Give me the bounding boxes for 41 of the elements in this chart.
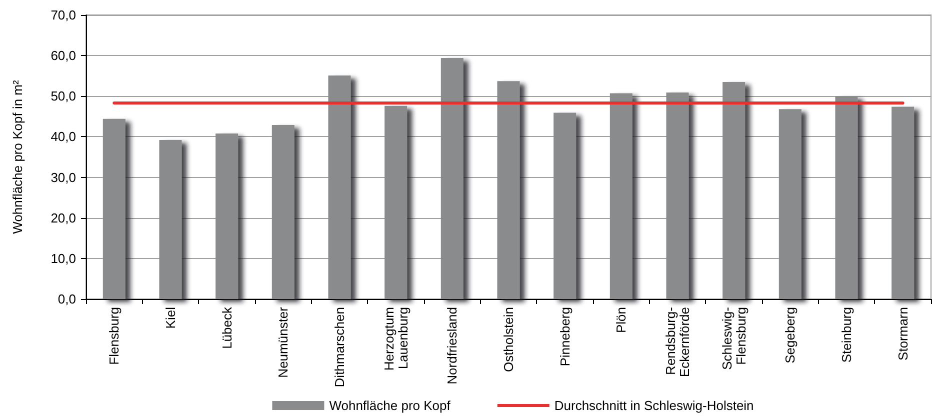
y-tick-label: 50,0 — [50, 88, 76, 104]
x-tick-label: Flensburg — [106, 307, 122, 365]
x-tick-label: Steinburg — [839, 307, 854, 363]
x-tick-label: Rendsburg-Eckernförde — [663, 307, 692, 378]
x-tick-label: Pinneberg — [557, 307, 572, 366]
x-tick-label: Segeberg — [782, 307, 798, 364]
legend-label: Wohnfläche pro Kopf — [329, 398, 451, 413]
y-tick-label: 10,0 — [50, 250, 76, 266]
bar — [778, 109, 802, 299]
y-tick-label: 0,0 — [58, 292, 76, 306]
bar — [272, 124, 294, 299]
x-tick-label: Neumünster — [276, 306, 291, 378]
y-tick-label: 40,0 — [50, 129, 76, 144]
x-tick-label: Schleswig-Flensburg — [719, 307, 748, 370]
x-tick-label: Dithmarschen — [332, 307, 347, 388]
bar — [440, 58, 464, 299]
bar — [892, 106, 914, 299]
legend-label: Durchschnitt in Schleswig-Holstein — [554, 398, 754, 413]
bar — [102, 118, 126, 299]
x-tick-label: Lübeck — [219, 306, 234, 349]
y-tick-label: 20,0 — [50, 210, 76, 226]
x-tick-label: Kiel — [163, 306, 178, 329]
x-tick-label: Herzogtum Lauenburg — [381, 307, 410, 371]
bar — [328, 75, 351, 299]
bar — [384, 106, 408, 299]
x-tick-label: Nordfriesland — [444, 307, 460, 384]
bar — [835, 96, 858, 299]
bar — [610, 93, 632, 299]
bar — [722, 82, 746, 299]
bar — [497, 81, 520, 299]
y-tick-label: 70,0 — [50, 8, 76, 22]
bar — [216, 133, 238, 299]
x-tick-label: Plön — [614, 307, 629, 334]
y-axis-title: Wohnfläche pro Kopf in m² — [10, 79, 25, 234]
bar — [666, 92, 689, 299]
x-tick-label: Stormarn — [895, 307, 910, 360]
bar — [159, 140, 182, 299]
y-tick-label: 60,0 — [50, 48, 76, 64]
x-tick-label: Ostholstein — [501, 307, 516, 372]
bar — [554, 112, 576, 299]
y-tick-label: 30,0 — [50, 170, 76, 185]
